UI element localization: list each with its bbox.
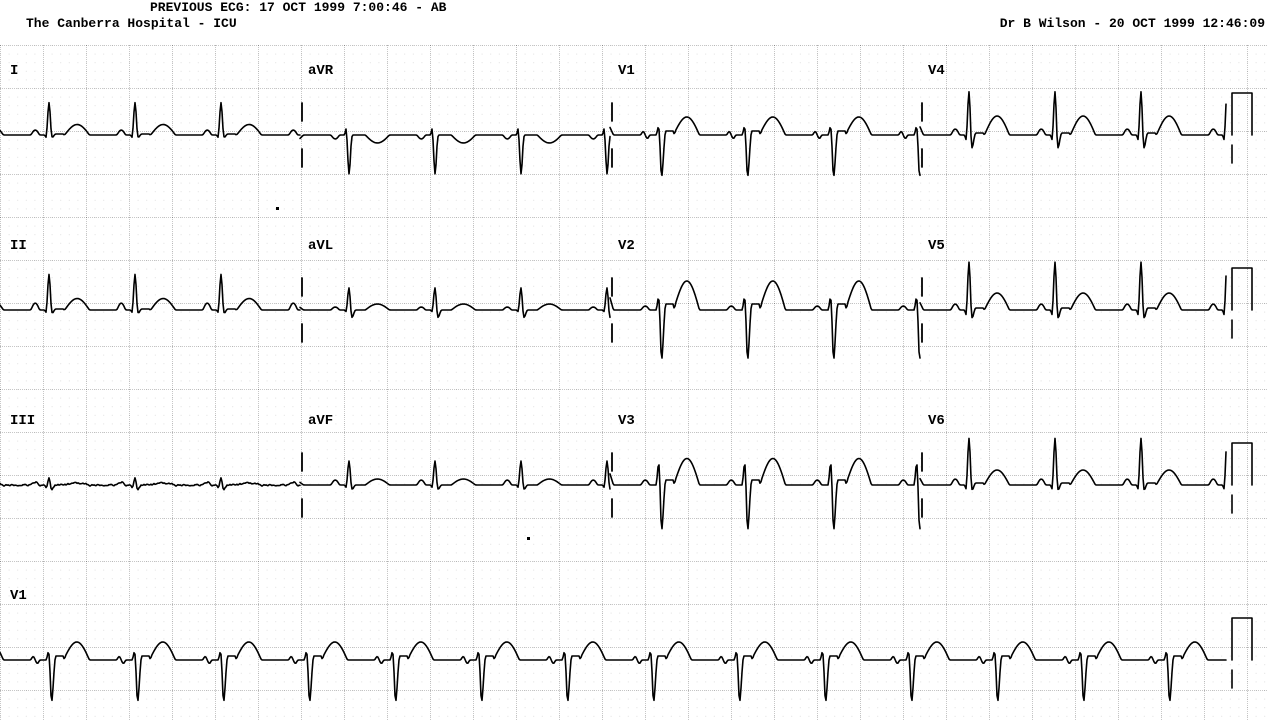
- lead-label-v1: V1: [618, 63, 635, 79]
- lead-label-avf: aVF: [308, 413, 333, 429]
- ecg-grid-canvas: [0, 45, 1267, 721]
- lead-label-i: I: [10, 63, 18, 79]
- lead-label-v1-rhythm: V1: [10, 588, 27, 604]
- lead-label-v5: V5: [928, 238, 945, 254]
- header-hospital: The Canberra Hospital - ICU: [26, 16, 237, 31]
- ecg-printout: PREVIOUS ECG: 17 OCT 1999 7:00:46 - AB T…: [0, 0, 1267, 721]
- header-doctor: Dr B Wilson - 20 OCT 1999 12:46:09: [1000, 16, 1265, 31]
- lead-label-ii: II: [10, 238, 27, 254]
- lead-label-v6: V6: [928, 413, 945, 429]
- lead-label-avl: aVL: [308, 238, 333, 254]
- lead-label-iii: III: [10, 413, 35, 429]
- lead-label-v2: V2: [618, 238, 635, 254]
- lead-label-avr: aVR: [308, 63, 333, 79]
- header-previous-ecg: PREVIOUS ECG: 17 OCT 1999 7:00:46 - AB: [150, 0, 446, 15]
- lead-label-v3: V3: [618, 413, 635, 429]
- lead-label-v4: V4: [928, 63, 945, 79]
